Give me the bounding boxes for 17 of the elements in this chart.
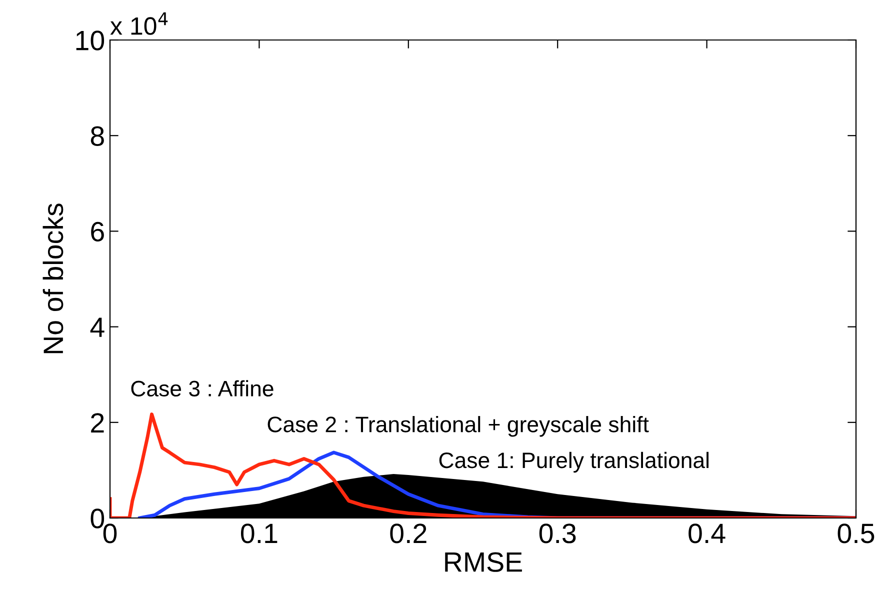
annotation: Case 1: Purely translational bbox=[439, 452, 708, 473]
x-tick-label: 0.3 bbox=[539, 524, 576, 544]
annotation: Case 3 : Affine bbox=[131, 380, 274, 396]
y-tick-label: 8 bbox=[90, 126, 104, 146]
y-axis-title: No of blocks bbox=[42, 204, 64, 354]
x-axis-title: RMSE bbox=[445, 552, 522, 572]
x-tick-label: 0.1 bbox=[240, 524, 278, 544]
y-tick-label: 4 bbox=[90, 318, 104, 337]
annotation: Case 2 : Translational + greyscale shift bbox=[268, 416, 649, 437]
x-tick-label: 0.5 bbox=[838, 524, 874, 544]
x-tick-label: 0.4 bbox=[688, 524, 726, 544]
y-tick-label: 10 bbox=[76, 30, 104, 50]
y-tick-label: 6 bbox=[91, 222, 104, 242]
text: x 10$^{4}$ bbox=[110, 12, 168, 35]
y-tick-label: 0 bbox=[90, 508, 104, 528]
y-tick-label: 2 bbox=[91, 413, 104, 432]
x-tick-label: 0.2 bbox=[390, 524, 426, 544]
